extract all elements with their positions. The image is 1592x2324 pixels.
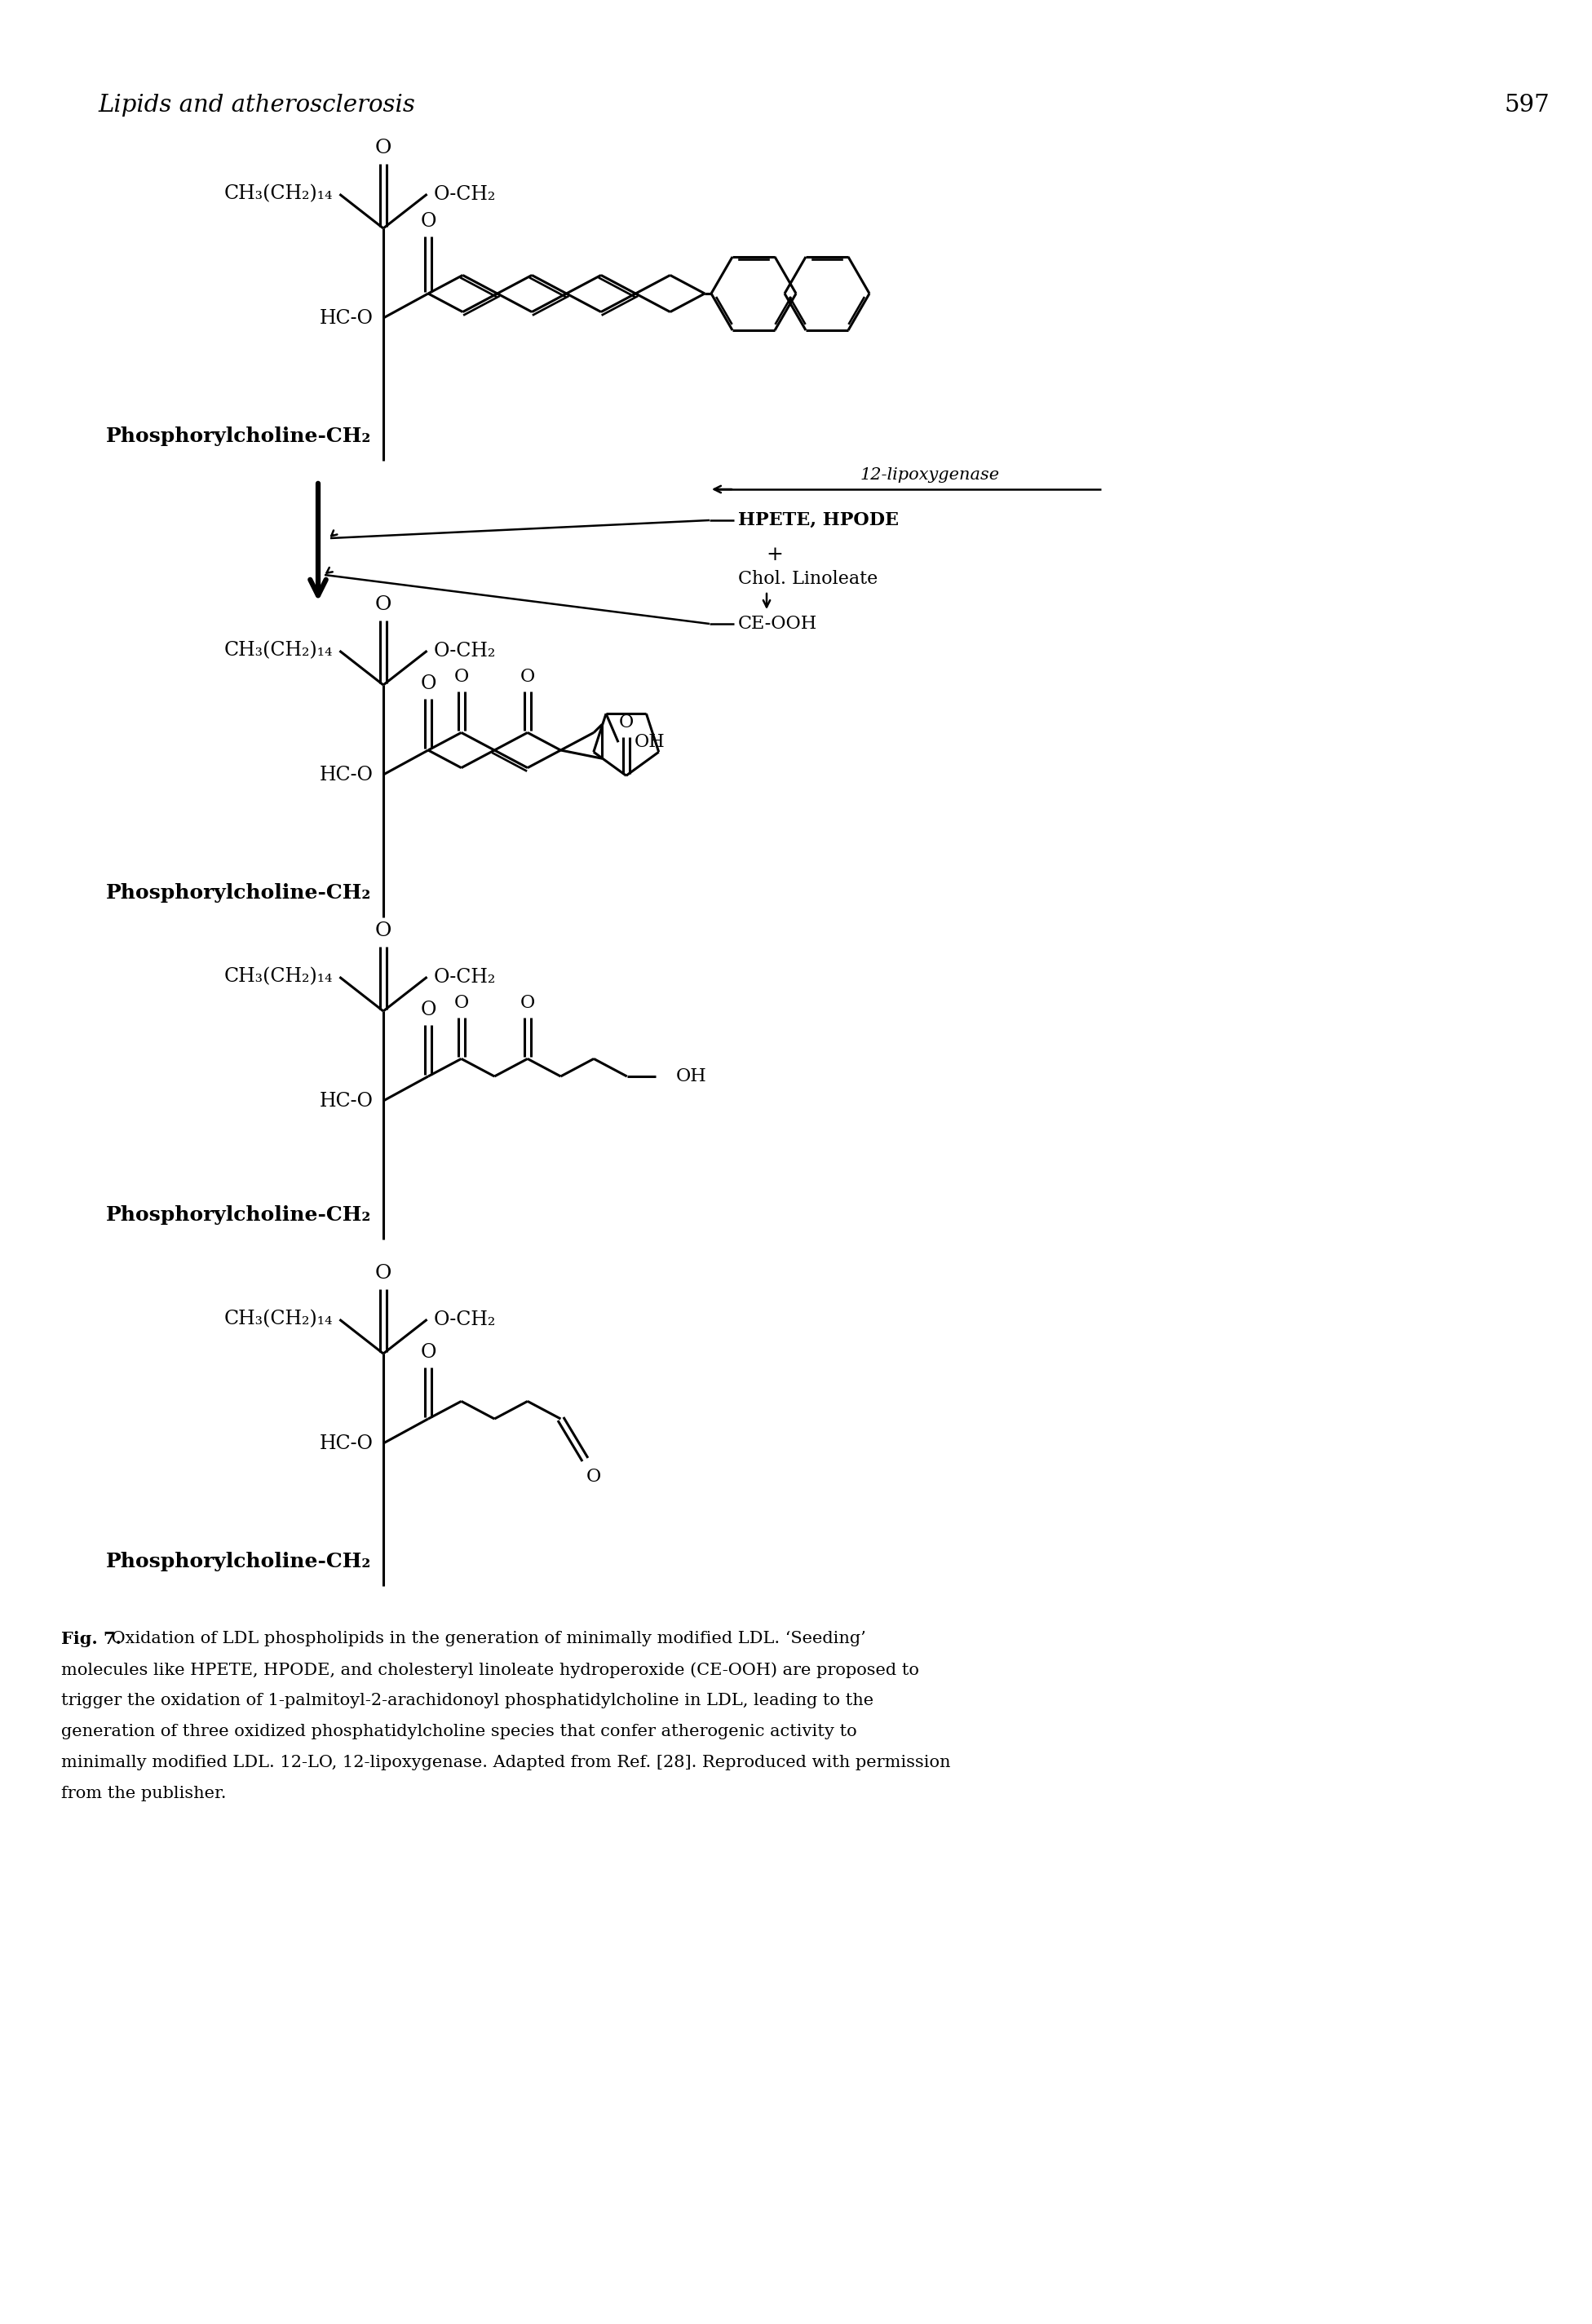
Text: O: O (420, 211, 436, 230)
Text: HC-O: HC-O (320, 1092, 374, 1111)
Text: OH: OH (677, 1067, 707, 1085)
Text: generation of three oxidized phosphatidylcholine species that confer atherogenic: generation of three oxidized phosphatidy… (60, 1724, 856, 1738)
Text: HC-O: HC-O (320, 1434, 374, 1452)
Text: CH₃(CH₂)₁₄: CH₃(CH₂)₁₄ (224, 967, 333, 985)
Text: HPETE, HPODE: HPETE, HPODE (739, 511, 899, 530)
Text: 12-lipoxygenase: 12-lipoxygenase (860, 467, 1000, 483)
Text: OH: OH (635, 734, 665, 751)
Text: +: + (766, 546, 783, 565)
Text: O: O (454, 995, 468, 1013)
Text: O: O (376, 1264, 392, 1283)
Text: Phosphorylcholine-CH₂: Phosphorylcholine-CH₂ (107, 428, 371, 446)
Text: HC-O: HC-O (320, 765, 374, 783)
Text: Phosphorylcholine-CH₂: Phosphorylcholine-CH₂ (107, 1206, 371, 1225)
Text: O: O (521, 669, 535, 686)
Text: HC-O: HC-O (320, 309, 374, 328)
Text: CE-OOH: CE-OOH (739, 616, 817, 632)
Text: Oxidation of LDL phospholipids in the generation of minimally modified LDL. ‘See: Oxidation of LDL phospholipids in the ge… (105, 1631, 866, 1645)
Text: O: O (420, 674, 436, 693)
Text: CH₃(CH₂)₁₄: CH₃(CH₂)₁₄ (224, 1311, 333, 1329)
Text: molecules like HPETE, HPODE, and cholesteryl linoleate hydroperoxide (CE-OOH) ar: molecules like HPETE, HPODE, and cholest… (60, 1662, 919, 1678)
Text: CH₃(CH₂)₁₄: CH₃(CH₂)₁₄ (224, 641, 333, 660)
Text: O: O (619, 713, 634, 732)
Text: O: O (376, 920, 392, 941)
Text: 597: 597 (1504, 93, 1549, 116)
Text: from the publisher.: from the publisher. (60, 1785, 226, 1801)
Text: Chol. Linoleate: Chol. Linoleate (739, 569, 877, 588)
Text: O: O (420, 1002, 436, 1020)
Text: Phosphorylcholine-CH₂: Phosphorylcholine-CH₂ (107, 883, 371, 902)
Text: O: O (521, 995, 535, 1013)
Text: O-CH₂: O-CH₂ (433, 186, 495, 205)
Text: O: O (376, 139, 392, 158)
Text: O: O (454, 669, 468, 686)
Text: trigger the oxidation of 1-palmitoyl-2-arachidonoyl phosphatidylcholine in LDL, : trigger the oxidation of 1-palmitoyl-2-a… (60, 1692, 874, 1708)
Text: O-CH₂: O-CH₂ (433, 641, 495, 660)
Text: Phosphorylcholine-CH₂: Phosphorylcholine-CH₂ (107, 1552, 371, 1571)
Text: O-CH₂: O-CH₂ (433, 1311, 495, 1329)
Text: Fig. 7.: Fig. 7. (60, 1631, 121, 1648)
Text: O: O (376, 595, 392, 614)
Text: O: O (586, 1469, 600, 1485)
Text: CH₃(CH₂)₁₄: CH₃(CH₂)₁₄ (224, 186, 333, 205)
Text: O-CH₂: O-CH₂ (433, 967, 495, 985)
Text: Lipids and atherosclerosis: Lipids and atherosclerosis (97, 93, 416, 116)
Text: minimally modified LDL. 12-LO, 12-lipoxygenase. Adapted from Ref. [28]. Reproduc: minimally modified LDL. 12-LO, 12-lipoxy… (60, 1755, 950, 1771)
Text: O: O (420, 1343, 436, 1362)
